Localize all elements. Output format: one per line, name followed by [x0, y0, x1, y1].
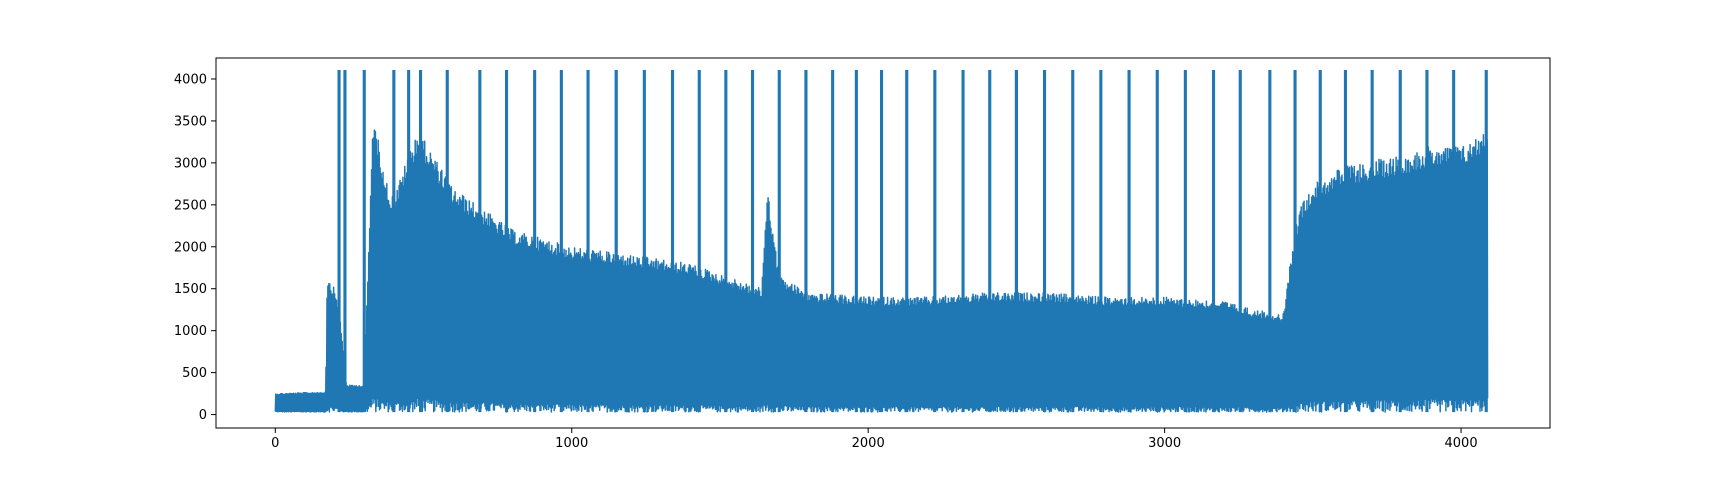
x-tick-label-4000: 4000 — [1445, 436, 1478, 451]
series-0-spike-10 — [559, 70, 563, 413]
series-0-spike-43 — [1452, 70, 1456, 413]
series-0-spike-37 — [1293, 70, 1297, 413]
y-tick-label-1000: 1000 — [174, 324, 207, 339]
series-0-spike-2 — [362, 70, 366, 413]
plot-area — [274, 70, 1489, 413]
series-0-spike-8 — [504, 70, 509, 413]
series-0-spike-18 — [777, 70, 781, 413]
series-0-spike-35 — [1238, 70, 1242, 413]
y-tick-label-4000: 4000 — [174, 72, 207, 87]
x-axis: 0 1000 2000 3000 4000 — [271, 428, 1478, 451]
series-0-spike-26 — [988, 70, 992, 413]
x-tick-label-3000: 3000 — [1148, 436, 1181, 451]
series-0-spike-44 — [1484, 70, 1488, 413]
series-0-spike-30 — [1099, 70, 1103, 413]
series-0-spike-32 — [1155, 70, 1159, 413]
series-layer — [274, 70, 1489, 413]
series-0-spike-14 — [671, 70, 675, 413]
series-0-spike-1 — [343, 70, 347, 413]
y-tick-label-3500: 3500 — [174, 114, 207, 129]
y-tick-label-2000: 2000 — [174, 240, 207, 255]
series-0-spike-38 — [1318, 70, 1322, 413]
x-tick-label-1000: 1000 — [555, 436, 588, 451]
series-0-spike-3 — [392, 70, 396, 413]
plot-frame — [215, 57, 1551, 429]
series-0-spike-27 — [1014, 70, 1018, 413]
series-0-spike-21 — [854, 70, 858, 413]
y-tick-label-500: 500 — [182, 366, 207, 381]
series-0-spike-39 — [1343, 70, 1347, 413]
series-0-spike-9 — [533, 70, 537, 413]
x-tick-label-0: 0 — [271, 436, 279, 451]
series-0-spike-33 — [1183, 70, 1187, 413]
series-0-spike-24 — [933, 70, 937, 413]
series-0-spike-34 — [1212, 70, 1216, 413]
series-0-spike-17 — [751, 70, 755, 413]
series-0-spike-6 — [445, 70, 449, 413]
series-0-spike-4 — [407, 70, 411, 413]
series-0-spike-15 — [697, 70, 701, 413]
y-tick-label-1500: 1500 — [174, 282, 207, 297]
series-0-spike-13 — [642, 70, 646, 413]
y-tick-label-2500: 2500 — [174, 198, 207, 213]
series-0-spike-22 — [880, 70, 884, 413]
series-0-spike-11 — [586, 70, 590, 413]
series-0-spike-23 — [905, 70, 909, 413]
x-tick-label-2000: 2000 — [852, 436, 885, 451]
y-tick-label-0: 0 — [199, 408, 207, 423]
series-0-spike-12 — [614, 70, 618, 413]
series-0-spike-7 — [478, 70, 482, 413]
series-0-spike-42 — [1425, 70, 1429, 413]
y-tick-label-3000: 3000 — [174, 156, 207, 171]
series-0-spike-25 — [961, 70, 965, 413]
series-0-spike-19 — [804, 70, 808, 413]
series-0-spike-16 — [724, 70, 728, 413]
series-0-spike-29 — [1071, 70, 1075, 413]
series-0-spike-40 — [1370, 70, 1374, 413]
series-0-spike-31 — [1127, 70, 1131, 413]
series-0-spike-36 — [1268, 70, 1272, 413]
series-0-spike-20 — [831, 70, 835, 413]
series-0-spike-28 — [1043, 70, 1047, 413]
series-0-spike-5 — [418, 70, 423, 413]
series-0-spike-0 — [337, 70, 341, 413]
series-0-spike-41 — [1398, 70, 1402, 413]
y-axis: 0 500 1000 1500 2000 2500 3000 3500 4000 — [174, 72, 216, 423]
